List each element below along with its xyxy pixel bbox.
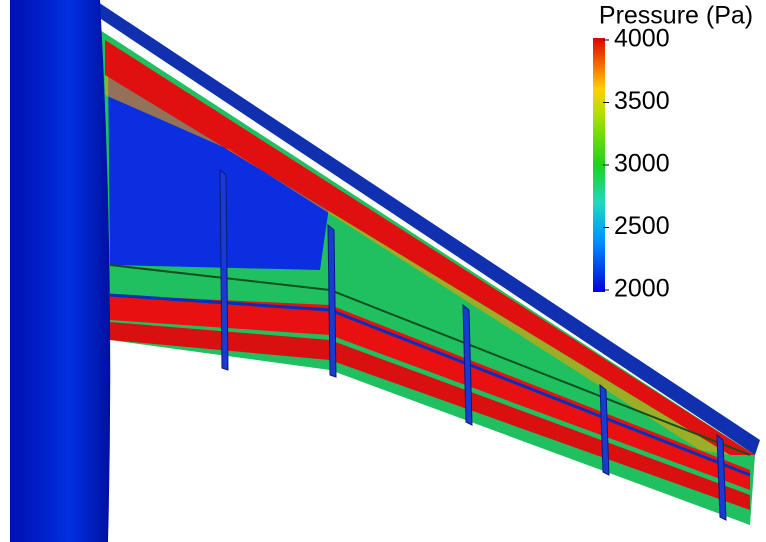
colorbar-tick-label: 4000: [614, 25, 670, 53]
leading-edge-band: [105, 40, 755, 455]
colorbar-tick-label: 2000: [614, 275, 670, 303]
slat: [95, 0, 760, 455]
flap-band: [110, 295, 750, 490]
wing-render: [10, 0, 760, 542]
colorbar-title: Pressure (Pa): [599, 2, 753, 30]
colorbar-tick-label: 2500: [614, 212, 670, 240]
fuselage: [10, 0, 111, 542]
leading-edge-band: [105, 75, 730, 455]
colorbar-tick-label: 3000: [614, 150, 670, 178]
fairings: [219, 168, 727, 521]
colorbar-tick-label: 3500: [614, 87, 670, 115]
colorbar-gradient: [593, 38, 605, 292]
colorbar: Pressure (Pa) 2000 2500 3000 3500 4000: [593, 2, 753, 303]
flap-band: [110, 322, 750, 510]
